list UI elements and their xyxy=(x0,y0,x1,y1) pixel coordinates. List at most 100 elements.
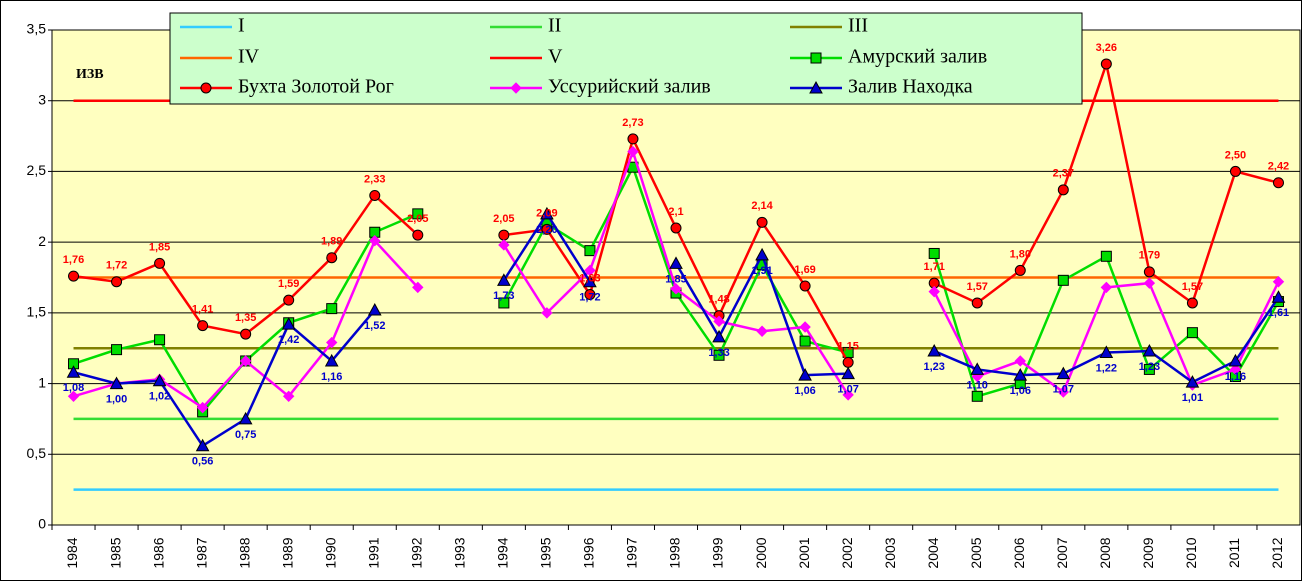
x-tick-label: 1984 xyxy=(64,537,80,568)
marker xyxy=(1056,366,1071,380)
marker xyxy=(412,208,424,220)
y-tick-label: 2,5 xyxy=(27,162,47,178)
marker xyxy=(928,247,940,259)
marker xyxy=(1272,276,1285,288)
marker xyxy=(1100,281,1113,294)
marker xyxy=(154,334,166,346)
marker xyxy=(928,285,940,298)
data-label: 1,85 xyxy=(149,241,170,253)
marker xyxy=(200,82,212,94)
x-tick-label: 2007 xyxy=(1054,537,1070,568)
marker xyxy=(1057,184,1069,196)
marker xyxy=(970,362,985,375)
data-label: 1,16 xyxy=(1225,371,1246,383)
marker xyxy=(1228,353,1243,367)
marker xyxy=(1057,274,1069,286)
data-label: 1,23 xyxy=(1139,361,1160,373)
data-label: 2,14 xyxy=(751,200,773,212)
marker xyxy=(1271,290,1286,303)
data-label: 1,07 xyxy=(1053,384,1074,396)
marker xyxy=(238,411,253,425)
legend-label: Бухта Золотой Рог xyxy=(238,76,394,98)
legend-label: Залив Находка xyxy=(848,76,973,98)
marker xyxy=(324,353,339,367)
data-label: 1,00 xyxy=(106,393,127,405)
x-tick-label: 2006 xyxy=(1011,537,1027,568)
marker xyxy=(240,328,252,340)
x-tick-label: 1986 xyxy=(150,537,166,568)
x-tick-label: 1993 xyxy=(452,537,468,568)
x-tick-label: 2011 xyxy=(1226,538,1242,568)
legend-label: Уссурийский залив xyxy=(548,76,711,98)
marker xyxy=(498,229,510,241)
legend-label: I xyxy=(238,15,245,37)
marker xyxy=(1100,250,1112,262)
marker xyxy=(281,317,296,330)
data-label: 1,10 xyxy=(967,379,988,391)
marker xyxy=(756,325,768,337)
marker xyxy=(670,283,682,295)
marker xyxy=(627,133,639,145)
data-label: 1,22 xyxy=(1096,362,1117,374)
data-label: 1,23 xyxy=(923,361,944,373)
x-tick-label: 1991 xyxy=(365,537,381,568)
data-label: 1,06 xyxy=(1010,385,1031,397)
x-tick-label: 1988 xyxy=(236,537,252,568)
data-label: 1,16 xyxy=(321,371,342,383)
data-label: 2,1 xyxy=(668,206,683,218)
data-label: 1,63 xyxy=(579,272,600,284)
x-tick-label: 2000 xyxy=(753,537,769,568)
data-label: 1,69 xyxy=(794,264,815,276)
legend-label: II xyxy=(548,15,561,37)
y-tick-label: 2 xyxy=(38,233,46,249)
marker xyxy=(283,294,295,306)
marker xyxy=(1057,386,1070,398)
data-label: 1,02 xyxy=(149,391,170,403)
marker xyxy=(412,281,424,294)
x-tick-label: 2001 xyxy=(796,537,812,568)
data-label: 2,20 xyxy=(536,224,557,236)
marker xyxy=(1014,264,1026,276)
marker xyxy=(1186,297,1198,309)
marker xyxy=(841,366,855,380)
data-label: 1,06 xyxy=(794,385,815,397)
marker xyxy=(1143,277,1156,289)
marker xyxy=(541,223,553,235)
marker xyxy=(842,389,854,401)
x-tick-label: 1992 xyxy=(408,537,424,568)
legend-label: IV xyxy=(238,46,260,68)
marker xyxy=(627,145,639,158)
data-label: 1,91 xyxy=(751,265,772,277)
marker xyxy=(1099,345,1114,358)
x-tick-label: 1999 xyxy=(710,537,726,568)
marker xyxy=(510,82,522,94)
y-tick-label: 3,5 xyxy=(27,21,47,37)
data-label: 2,09 xyxy=(536,207,557,219)
data-label: 1,15 xyxy=(837,340,858,352)
marker xyxy=(927,343,942,357)
data-label: 1,57 xyxy=(1182,281,1203,293)
marker xyxy=(1229,165,1241,177)
marker xyxy=(713,315,725,328)
y-tick-label: 0 xyxy=(38,516,46,532)
marker xyxy=(1142,343,1157,357)
marker xyxy=(196,401,209,414)
marker xyxy=(755,247,769,261)
marker xyxy=(109,376,124,390)
marker xyxy=(756,216,768,228)
marker xyxy=(367,302,382,316)
marker xyxy=(195,438,210,452)
data-label: 1,85 xyxy=(665,273,686,285)
marker xyxy=(111,276,123,288)
marker xyxy=(798,368,812,381)
x-tick-label: 2009 xyxy=(1140,537,1156,568)
x-tick-label: 1998 xyxy=(667,537,683,568)
data-label: 1,41 xyxy=(192,303,213,315)
x-tick-label: 1987 xyxy=(193,537,209,568)
marker xyxy=(1143,363,1155,375)
data-label: 1,52 xyxy=(364,320,385,332)
marker xyxy=(152,373,167,387)
x-tick-label: 1997 xyxy=(624,537,640,568)
legend-label: Амурский залив xyxy=(848,46,987,68)
data-label: 1,48 xyxy=(708,294,729,306)
